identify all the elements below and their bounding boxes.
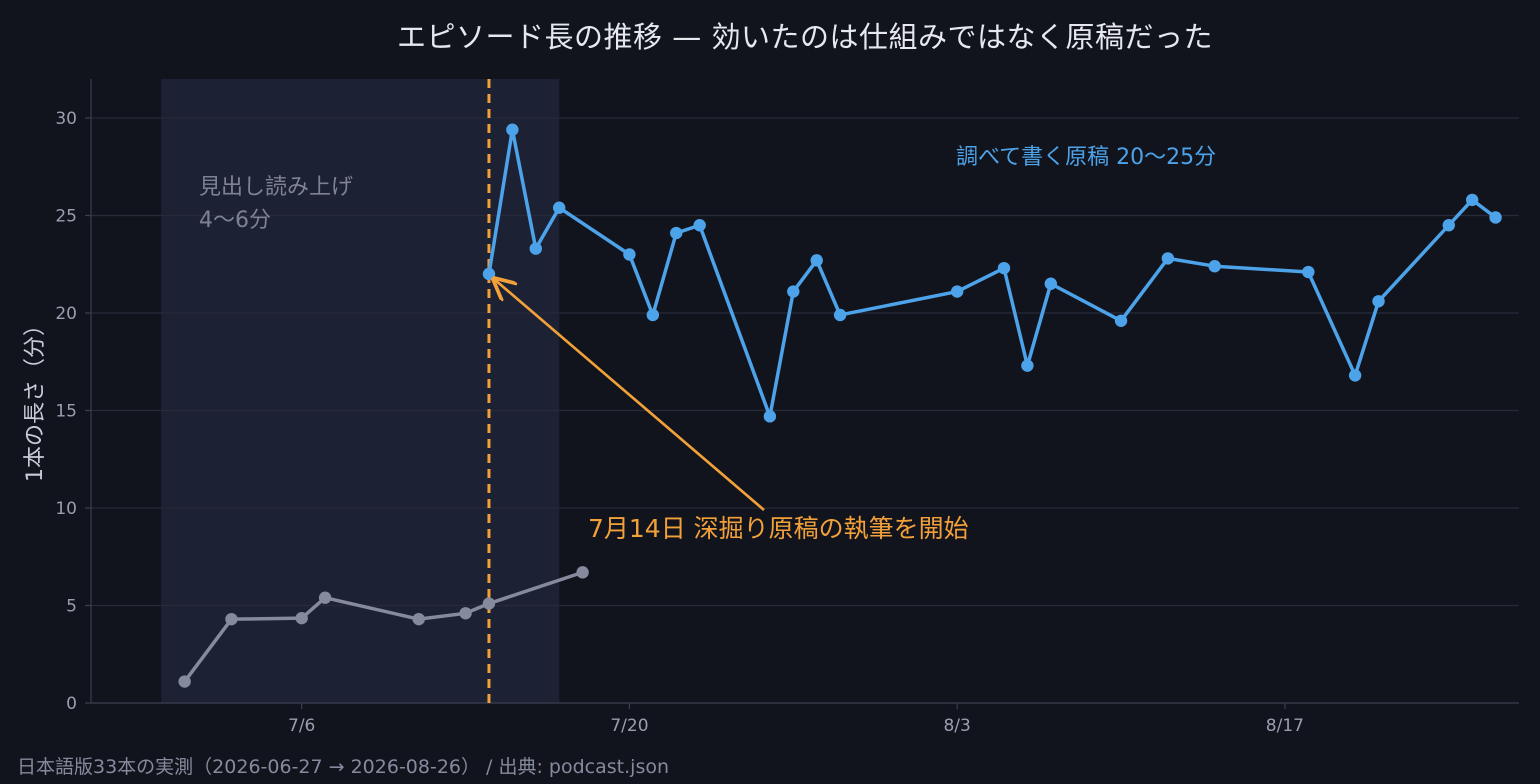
data-point (810, 254, 823, 267)
data-point (787, 285, 800, 298)
y-tick-label: 25 (55, 207, 77, 227)
annotation-legacy-line2: 4〜6分 (199, 208, 271, 233)
y-tick-label: 30 (55, 109, 77, 129)
annotation-script-range: 調べて書く原稿 20〜25分 (956, 145, 1216, 170)
y-tick-label: 20 (55, 304, 77, 324)
data-point (506, 123, 519, 136)
data-point (482, 597, 496, 610)
data-point (459, 607, 472, 620)
x-tick-label: 7/20 (610, 716, 648, 736)
data-point (225, 612, 238, 626)
data-point (482, 267, 496, 281)
data-point (833, 308, 847, 322)
shaded-region (161, 79, 560, 703)
data-point (1348, 369, 1362, 382)
data-point (318, 591, 332, 604)
data-point (552, 201, 566, 214)
data-point (1489, 211, 1502, 224)
data-point (576, 566, 589, 579)
data-point (1302, 265, 1315, 279)
data-point (295, 611, 308, 625)
data-point (950, 285, 964, 298)
data-point (1161, 252, 1175, 265)
data-point (693, 219, 706, 232)
y-tick-label: 5 (66, 597, 77, 617)
data-point (1372, 295, 1385, 308)
data-point (412, 612, 425, 626)
data-point (646, 308, 660, 322)
data-point (763, 410, 777, 423)
y-tick-label: 10 (55, 499, 77, 519)
data-point (1114, 314, 1128, 327)
data-point (1044, 277, 1058, 290)
chart-title: エピソード長の推移 — 効いたのは仕組みではなく原稿だった (397, 20, 1213, 54)
annotation-start-date: 7月14日 深掘り原稿の執筆を開始 (588, 514, 969, 543)
annotation-arrow (494, 279, 765, 511)
data-point (623, 248, 636, 261)
y-axis-label: 1本の長さ（分） (23, 314, 48, 482)
x-tick-label: 8/17 (1266, 716, 1304, 736)
data-point (670, 226, 683, 240)
source-note: 日本語版33本の実測（2026-06-27 → 2026-08-26） / 出典… (17, 756, 670, 778)
x-tick-label: 8/3 (943, 716, 970, 736)
data-point (997, 261, 1011, 275)
series-line-1 (487, 127, 1497, 419)
line-chart: 0 5 10 15 20 25 30 7/6 7/20 8/3 8/17 見出し読み上げ 4〜6分 調べ… (23, 79, 1519, 736)
data-point (1208, 260, 1221, 273)
y-tick-label: 15 (55, 402, 77, 422)
data-point (1442, 219, 1455, 232)
data-point (1021, 359, 1034, 372)
data-point (178, 675, 191, 688)
y-tick-label: 0 (66, 694, 77, 714)
annotation-legacy-line1: 見出し読み上げ (199, 175, 353, 200)
data-point (1465, 193, 1479, 207)
data-point (529, 242, 542, 255)
x-tick-label: 7/6 (288, 716, 315, 736)
